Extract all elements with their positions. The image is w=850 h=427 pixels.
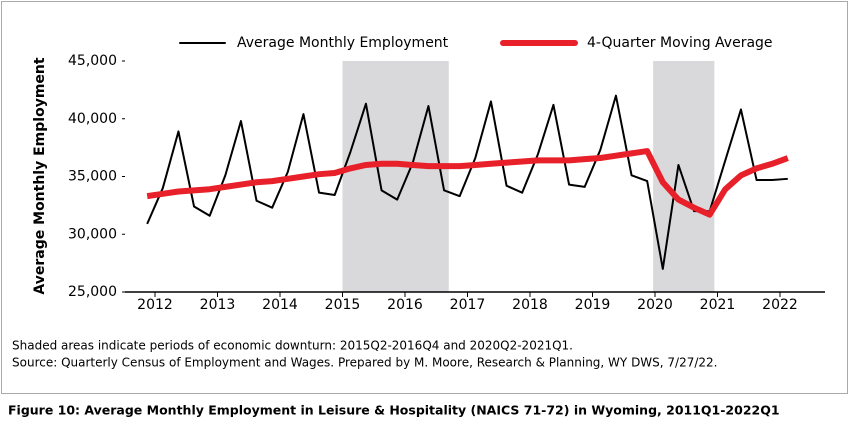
x-tick-label: 2014 [262, 297, 298, 313]
y-axis-title: Average Monthly Employment [32, 57, 48, 294]
series-line [146, 94, 788, 270]
x-tick-label: 2017 [450, 297, 486, 313]
x-tick-label: 2022 [762, 297, 798, 313]
x-tick-label: 2018 [512, 297, 548, 313]
frame [1, 1, 848, 394]
downturn-shade [653, 61, 715, 292]
x-tick-label: 2020 [637, 297, 673, 313]
y-tick-label: 25,000 [68, 284, 117, 300]
x-tick-label: 2019 [575, 297, 611, 313]
legend-label: Average Monthly Employment [237, 35, 449, 51]
x-tick-label: 2016 [387, 297, 423, 313]
y-tick-label: 35,000 [68, 169, 117, 185]
x-tick-label: 2021 [700, 297, 736, 313]
y-tick-label: 40,000 [68, 111, 117, 127]
downturn-shade [342, 61, 449, 292]
y-tick-label: 45,000 [68, 53, 117, 69]
note: Shaded areas indicate periods of economi… [12, 339, 573, 353]
note: Source: Quarterly Census of Employment a… [12, 356, 718, 370]
y-tick-label: 30,000 [68, 226, 117, 242]
series-line [146, 148, 789, 218]
x-tick-label: 2013 [200, 297, 236, 313]
legend-label: 4-Quarter Moving Average [587, 35, 773, 51]
x-tick-label: 2012 [137, 297, 173, 313]
x-tick-label: 2015 [325, 297, 361, 313]
caption: Figure 10: Average Monthly Employment in… [8, 403, 780, 418]
